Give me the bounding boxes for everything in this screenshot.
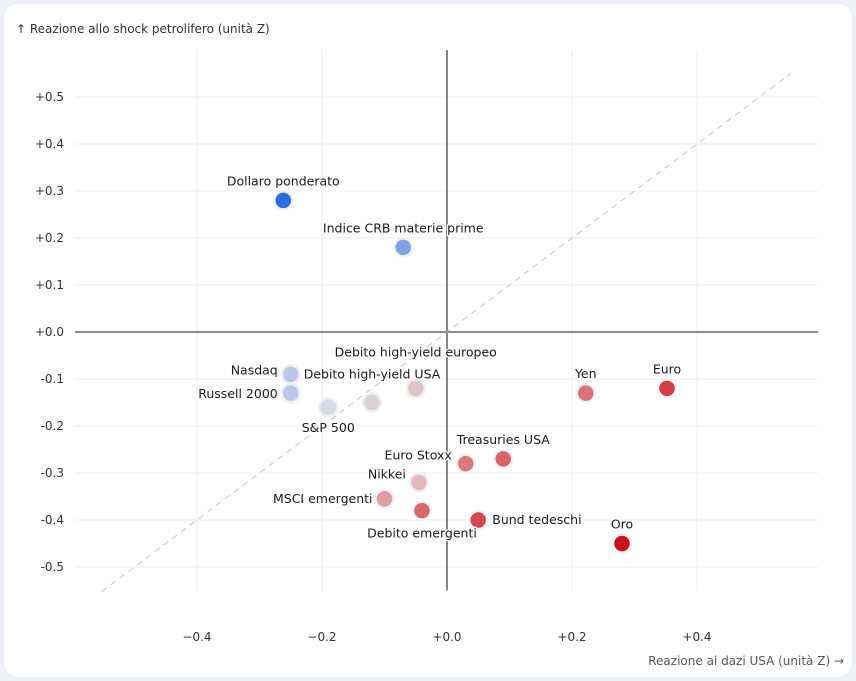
data-label: Indice CRB materie prime [323,220,484,235]
data-point [575,382,596,404]
data-label: Yen [574,366,597,381]
y-tick-label: +0.0 [35,325,64,339]
data-point [611,533,633,554]
data-label: Treasuries USA [456,432,551,447]
data-label: Euro Stoxx [385,448,452,463]
y-tick-label: -0.4 [41,513,64,527]
data-label: Russell 2000 [198,386,278,401]
data-label: Oro [611,517,633,532]
data-point [273,190,294,211]
x-tick-label: +0.4 [682,630,711,644]
y-tick-label: -0.3 [41,466,64,480]
data-point [493,448,514,470]
y-tick-label: +0.3 [35,184,64,198]
x-axis-label: Reazione ai dazi USA (unità Z) → [648,654,844,668]
data-label: MSCI emergenti [273,491,373,506]
data-point [280,364,301,385]
data-label: Euro [653,361,681,376]
x-tick-label: −0.4 [182,630,211,644]
diagonal-reference-line [101,73,792,592]
x-tick-label: +0.0 [432,630,461,644]
x-tick-label: +0.2 [557,630,586,644]
y-tick-label: -0.1 [41,372,64,386]
data-point [408,472,430,493]
data-point [318,396,339,418]
data-point [468,509,489,531]
data-point [455,453,476,474]
data-label: Debito emergenti [367,526,477,541]
data-label: Debito high-yield europeo [335,344,497,359]
data-point [656,378,678,399]
data-point [405,378,426,399]
data-label: Bund tedeschi [492,512,581,527]
data-point [393,237,414,258]
y-tick-label: +0.1 [35,278,64,292]
y-tick-label: +0.2 [35,231,64,245]
data-label: S&P 500 [302,420,355,435]
data-label: Nasdaq [231,362,278,377]
y-tick-label: -0.5 [41,560,64,574]
data-label: Dollaro ponderato [227,173,340,188]
data-label: Debito high-yield USA [304,367,441,382]
y-axis-label: ↑ Reazione allo shock petrolifero (unità… [16,22,270,36]
x-tick-label: −0.2 [307,630,336,644]
y-tick-label: +0.5 [35,90,64,104]
data-point [361,392,383,413]
data-point [374,488,395,510]
data-label: Nikkei [368,466,406,481]
data-point [411,500,433,521]
chart-card [4,4,852,677]
data-point [280,382,301,404]
y-tick-label: -0.2 [41,419,64,433]
y-tick-label: +0.4 [35,137,64,151]
